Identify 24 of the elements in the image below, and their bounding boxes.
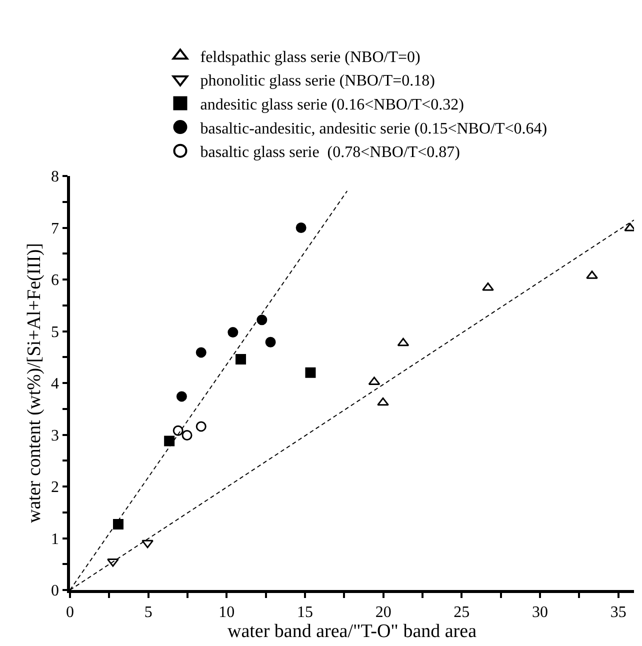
x-tick-label: 5	[144, 604, 152, 621]
y-tick-label: 0	[51, 582, 60, 600]
x-tick-label: 20	[375, 604, 392, 621]
y-tick-label: 3	[51, 427, 60, 444]
legend-label: andesitic glass serie (0.16<NBO/T<0.32)	[200, 96, 464, 114]
y-tick-label: 4	[51, 376, 60, 393]
legend-label: feldspathic glass serie (NBO/T=0)	[200, 48, 420, 66]
x-tick-label: 25	[454, 604, 470, 621]
y-axis-title: water content (wt%)/[Si+Al+Fe(III)]	[24, 243, 45, 523]
y-tick-label: 7	[51, 220, 60, 238]
x-tick-label: 10	[218, 604, 235, 621]
legend-label: phonolitic glass serie (NBO/T=0.18)	[200, 72, 436, 90]
x-tick-label: 30	[532, 604, 548, 621]
legend-label: basaltic glass serie (0.78<NBO/T<0.87)	[200, 144, 460, 162]
y-tick-label: 6	[51, 272, 60, 290]
x-tick-label: 15	[297, 604, 313, 621]
legend-label: basaltic-andesitic, andesitic serie (0.15<NBO/T<0.64)	[200, 120, 548, 138]
y-tick-label: 8	[51, 168, 60, 186]
y-tick-label: 2	[51, 479, 60, 496]
x-axis-title: water band area/"T-O" band area	[227, 620, 478, 642]
y-tick-label: 5	[51, 324, 60, 341]
x-tick-label: 35	[610, 604, 626, 621]
x-tick-label: 0	[66, 604, 74, 621]
y-tick-label: 1	[51, 530, 60, 548]
